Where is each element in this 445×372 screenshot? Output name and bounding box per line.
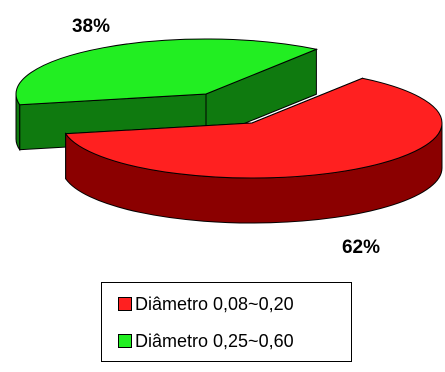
legend-swatch xyxy=(118,297,132,311)
legend: Diâmetro 0,08~0,20 Diâmetro 0,25~0,60 xyxy=(101,282,352,362)
legend-swatch xyxy=(118,334,132,348)
legend-item: Diâmetro 0,08~0,20 xyxy=(118,292,294,316)
data-label: 62% xyxy=(342,237,380,258)
legend-label: Diâmetro 0,25~0,60 xyxy=(135,330,294,351)
pie-slice xyxy=(64,77,443,224)
pie-slice-top xyxy=(15,38,319,106)
pie-slice-top xyxy=(64,77,443,179)
legend-label: Diâmetro 0,08~0,20 xyxy=(135,293,294,314)
legend-item: Diâmetro 0,25~0,60 xyxy=(118,329,294,353)
data-label: 38% xyxy=(72,16,110,37)
